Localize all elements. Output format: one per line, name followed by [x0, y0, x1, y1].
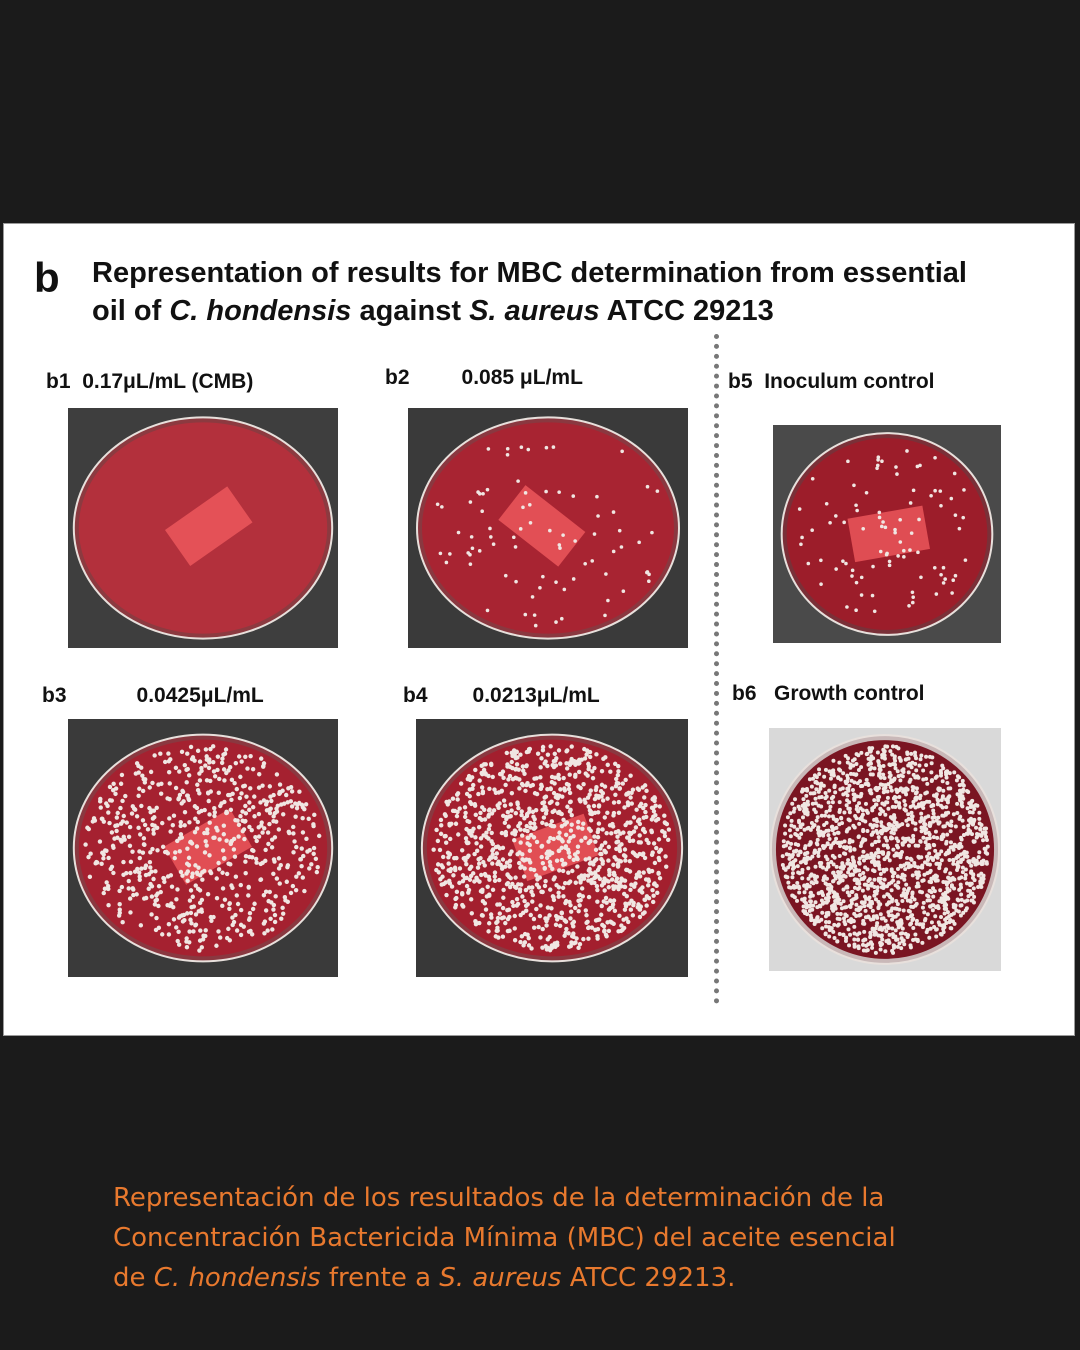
panel-letter: b [34, 254, 60, 301]
label-b2: b2 0.085 μL/mL [385, 366, 583, 390]
caption-line1: Representación de los resultados de la d… [113, 1183, 885, 1213]
panel-concentration: 0.0425μL/mL [136, 684, 264, 707]
panel-concentration: 0.17μL/mL (CMB) [82, 370, 254, 393]
panel-concentration: 0.0213μL/mL [472, 684, 600, 707]
panel-id: b1 [46, 370, 71, 393]
label-b3: b3 0.0425μL/mL [42, 684, 264, 708]
petri-dish-b1 [68, 408, 338, 648]
petri-dish-drawing [72, 733, 334, 963]
petri-dish-b6 [769, 728, 1001, 971]
figure-title: Representation of results for MBC determ… [92, 254, 1067, 330]
caption-line3: de C. hondensis frente a S. aureus ATCC … [113, 1258, 1013, 1298]
panel-concentration: Growth control [774, 682, 925, 705]
petri-dish-drawing [780, 432, 994, 636]
label-b4: b4 0.0213μL/mL [403, 684, 600, 708]
caption-species-bacteria: S. aureus [439, 1263, 562, 1293]
petri-dish-drawing [420, 733, 684, 963]
panel-id: b2 [385, 366, 410, 389]
panel-divider [714, 334, 719, 1004]
title-text: ATCC 29213 [599, 295, 774, 327]
panel-concentration: Inoculum control [764, 370, 935, 393]
petri-dish-b2 [408, 408, 688, 648]
figure-title-line1: Representation of results for MBC determ… [92, 257, 967, 289]
panel-id: b3 [42, 684, 67, 707]
caption-species-plant: C. hondensis [153, 1263, 321, 1293]
petri-dish-b3 [68, 719, 338, 977]
label-b5: b5 Inoculum control [728, 370, 935, 394]
figure-panel: b Representation of results for MBC dete… [3, 223, 1075, 1036]
caption-text: de [113, 1263, 154, 1293]
petri-dish-drawing [416, 416, 680, 640]
panel-id: b4 [403, 684, 428, 707]
caption-line2: Concentración Bactericida Mínima (MBC) d… [113, 1223, 896, 1253]
figure-title-line2: oil of C. hondensis against S. aureus AT… [92, 292, 1067, 330]
label-b1: b1 0.17μL/mL (CMB) [46, 370, 253, 394]
petri-dish-drawing [72, 416, 334, 640]
petri-dish-b5 [773, 425, 1001, 643]
label-b6: b6 Growth control [732, 682, 925, 706]
petri-dish-drawing [769, 734, 1001, 965]
caption-text: frente a [320, 1263, 440, 1293]
caption-text: ATCC 29213. [561, 1263, 736, 1293]
panel-id: b6 [732, 682, 757, 705]
petri-dish-b4 [416, 719, 688, 977]
panel-id: b5 [728, 370, 753, 393]
title-text: against [351, 295, 470, 327]
title-species-bacteria: S. aureus [469, 295, 600, 327]
title-text: oil of [92, 295, 170, 327]
caption: Representación de los resultados de la d… [113, 1178, 1013, 1298]
title-species-plant: C. hondensis [169, 295, 352, 327]
panel-concentration: 0.085 μL/mL [461, 366, 583, 389]
